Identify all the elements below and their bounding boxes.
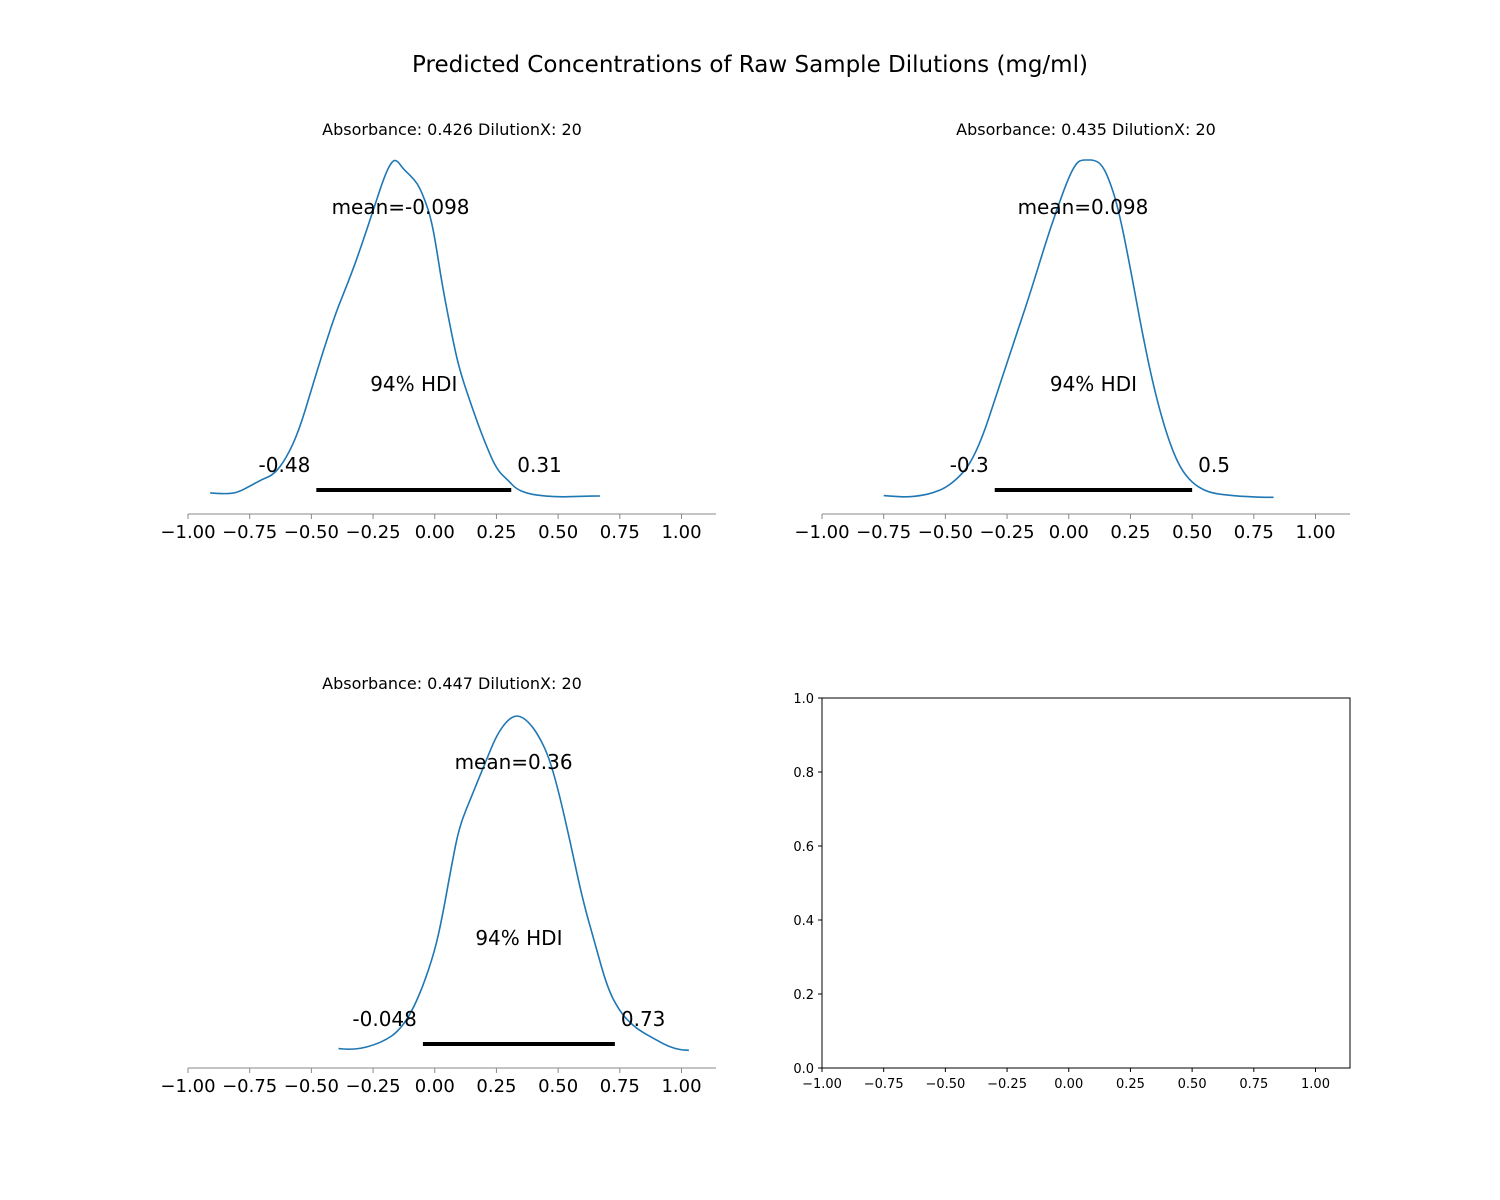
panel-4-y-axis: 0.0 0.2 0.4 0.6 0.8 1.0 — [793, 692, 822, 1077]
panel-2-hdi-label: 94% HDI — [1050, 372, 1137, 396]
y-tick-label: 0.2 — [793, 988, 814, 1003]
empty-axes-panel: −1.00 −0.75 −0.50 −0.25 0.00 0.25 0.50 0.75 1.00… — [793, 692, 1351, 1092]
y-tick-label: 0.6 — [793, 840, 814, 855]
x-tick-label: −0.75 — [856, 522, 911, 543]
x-tick-label: 1.00 — [1295, 522, 1335, 543]
x-tick-label: 0.75 — [600, 1076, 640, 1097]
y-tick-label: 0.8 — [793, 766, 814, 781]
x-tick-label: 0.50 — [1178, 1077, 1207, 1092]
figure-title: Predicted Concentrations of Raw Sample D… — [412, 52, 1088, 78]
panel-3-title: Absorbance: 0.447 DilutionX: 20 — [322, 674, 582, 693]
x-tick-label: 1.00 — [1301, 1077, 1330, 1092]
x-tick-label: −0.75 — [222, 1076, 277, 1097]
x-tick-label: 0.50 — [538, 1076, 578, 1097]
x-tick-label: −0.25 — [979, 522, 1034, 543]
x-tick-label: −0.25 — [345, 522, 400, 543]
panel-2-title: Absorbance: 0.435 DilutionX: 20 — [956, 120, 1216, 139]
x-tick-label: −0.50 — [925, 1077, 965, 1092]
panel-1-hdi-high-label: 0.31 — [517, 453, 562, 477]
panel-1-mean-label: mean=-0.098 — [332, 195, 470, 219]
panel-1-x-axis: −1.00 −0.75 −0.50 −0.25 0.00 0.25 0.50 0.75 1.00 — [160, 513, 716, 543]
x-tick-label: 0.75 — [600, 522, 640, 543]
panel-2-density — [883, 159, 1274, 499]
x-tick-label: −1.00 — [160, 1076, 215, 1097]
x-tick-label: −0.50 — [918, 522, 973, 543]
x-tick-label: −0.50 — [284, 1076, 339, 1097]
x-tick-label: 0.75 — [1234, 522, 1274, 543]
panel-3-hdi-label: 94% HDI — [475, 926, 562, 950]
y-tick-label: 1.0 — [793, 692, 814, 707]
panel-1-hdi-label: 94% HDI — [370, 372, 457, 396]
x-tick-label: 0.00 — [415, 522, 455, 543]
x-tick-label: 0.75 — [1239, 1077, 1268, 1092]
empty-axes-frame — [821, 697, 1351, 1069]
posterior-panel-2: Absorbance: 0.435 DilutionX: 20 mean=0.0… — [794, 120, 1350, 543]
panel-2-hdi-low-label: -0.3 — [950, 453, 989, 477]
x-tick-label: −1.00 — [794, 522, 849, 543]
y-tick-label: 0.4 — [793, 914, 814, 929]
posterior-panel-3: Absorbance: 0.447 DilutionX: 20 mean=0.3… — [160, 674, 716, 1097]
x-tick-label: −0.75 — [864, 1077, 904, 1092]
x-tick-label: −0.75 — [222, 522, 277, 543]
panel-3-mean-label: mean=0.36 — [455, 750, 573, 774]
x-tick-label: 0.25 — [476, 1076, 516, 1097]
panel-3-density — [338, 715, 689, 1052]
x-tick-label: 0.00 — [415, 1076, 455, 1097]
panel-1-density — [210, 159, 601, 498]
x-tick-label: −0.25 — [345, 1076, 400, 1097]
x-tick-label: 1.00 — [661, 522, 701, 543]
density-curve — [883, 159, 1274, 499]
density-curve — [210, 159, 601, 498]
panel-2-x-axis: −1.00 −0.75 −0.50 −0.25 0.00 0.25 0.50 0.75 1.00 — [794, 513, 1350, 543]
panel-4-x-axis: −1.00 −0.75 −0.50 −0.25 0.00 0.25 0.50 0.75 1.00 — [802, 1068, 1330, 1092]
panel-3-hdi-low-label: -0.048 — [352, 1007, 416, 1031]
x-tick-label: 0.00 — [1054, 1077, 1083, 1092]
x-tick-label: 0.00 — [1049, 522, 1089, 543]
x-tick-label: −0.50 — [284, 522, 339, 543]
x-tick-label: 1.00 — [661, 1076, 701, 1097]
panel-3-x-axis: −1.00 −0.75 −0.50 −0.25 0.00 0.25 0.50 0.75 1.00 — [160, 1067, 716, 1097]
panel-1-hdi-low-label: -0.48 — [259, 453, 311, 477]
posterior-panel-1: Absorbance: 0.426 DilutionX: 20 mean=-0.… — [160, 120, 716, 543]
x-tick-label: 0.25 — [1116, 1077, 1145, 1092]
density-curve — [338, 715, 689, 1052]
x-tick-label: 0.50 — [538, 522, 578, 543]
x-tick-label: −0.25 — [987, 1077, 1027, 1092]
panel-2-hdi-high-label: 0.5 — [1198, 453, 1230, 477]
x-tick-label: 0.25 — [1110, 522, 1150, 543]
x-tick-label: 0.50 — [1172, 522, 1212, 543]
panel-2-mean-label: mean=0.098 — [1018, 195, 1149, 219]
y-tick-label: 0.0 — [793, 1062, 814, 1077]
panel-3-hdi-high-label: 0.73 — [621, 1007, 666, 1031]
x-tick-label: −1.00 — [802, 1077, 842, 1092]
x-tick-label: 0.25 — [476, 522, 516, 543]
x-tick-label: −1.00 — [160, 522, 215, 543]
panel-1-title: Absorbance: 0.426 DilutionX: 20 — [322, 120, 582, 139]
